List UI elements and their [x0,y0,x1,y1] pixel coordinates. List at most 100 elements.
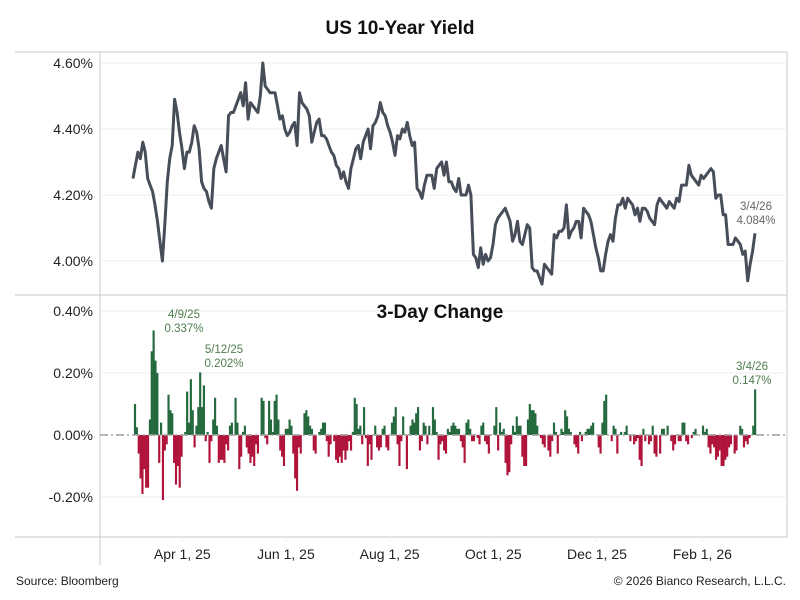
change-bar [471,435,474,442]
change-bar [197,407,200,435]
chart-title: US 10-Year Yield [325,18,475,39]
change-bar [353,397,356,435]
change-bar [493,425,496,435]
change-bar [163,435,166,451]
change-bar [692,431,695,435]
change-bar [543,435,546,448]
change-bar [716,435,719,457]
change-bar [245,435,248,448]
change-bar [459,435,462,442]
change-bar [307,416,310,435]
top-gridlines [100,62,787,262]
change-bar [567,428,570,435]
change-bar [748,435,751,439]
change-bar [312,435,315,451]
change-bar [500,431,503,435]
change-bar [141,435,144,494]
x-tick-labels: Apr 1, 25 Jun 1, 25 Aug 1, 25 Oct 1, 25 Dec … [154,537,732,562]
change-bar [655,435,658,457]
change-bar [204,435,207,442]
change-bar [273,400,276,435]
change-bar [370,435,373,460]
bottom-gridlines [100,310,787,498]
change-bar [146,435,150,488]
change-bar [385,435,388,448]
x-tick-label: Oct 1, 25 [465,546,522,562]
change-bar [478,435,481,445]
top-y-tick-labels: 4.00% 4.20% 4.40% 4.60% [53,55,93,269]
yield-line [131,61,757,286]
change-bar [722,435,725,466]
change-bar [741,428,744,435]
change-bar [653,435,656,454]
change-bar [638,435,641,460]
change-bar [495,407,498,435]
change-bar [463,435,466,463]
change-bar [673,435,677,445]
change-bar [690,435,693,439]
change-bar [523,435,526,466]
change-bar [629,435,632,442]
change-bar [189,379,192,435]
change-bar [398,435,401,466]
change-bar [318,431,321,435]
change-bar [340,435,343,463]
change-bar [601,422,604,435]
change-bar [590,425,593,435]
change-bar [534,413,537,435]
change-bar [256,435,259,454]
change-bar [547,435,550,451]
change-bar [160,422,163,435]
change-bar [476,435,479,439]
copyright-note: © 2026 Bianco Research, L.L.C. [613,574,786,588]
change-bar [541,435,544,445]
change-bar [660,428,664,435]
change-bar [575,435,578,448]
change-bar [173,435,176,463]
change-bar [642,428,645,435]
change-bar [269,419,273,435]
change-bar [502,428,505,435]
change-bar [565,416,569,435]
change-bar [133,404,137,435]
change-bar [359,425,362,435]
change-bar [612,425,615,435]
change-bar [454,425,457,435]
change-bar [191,410,194,435]
change-bar [418,435,422,451]
change-bar [357,428,360,435]
change-bar [539,435,543,439]
change-bar [387,435,390,451]
change-bar [484,435,487,442]
change-bar [167,394,170,435]
change-bar [251,435,254,457]
change-bar [556,435,559,454]
change-bar [672,435,675,451]
change-bar [752,425,755,435]
change-bar [666,425,669,435]
change-bar [368,435,371,445]
bottom-y-tick: 0.20% [53,365,93,381]
change-bar [510,435,513,445]
change-bar [200,407,204,435]
change-bar [176,435,179,466]
change-annotation-value: 0.202% [204,358,243,370]
change-bar [208,435,211,463]
change-bar [457,428,461,435]
change-bar [161,435,165,501]
change-bar [325,435,328,442]
change-bar [562,431,565,435]
change-bar [284,428,287,435]
change-bar [214,397,217,435]
change-bar [292,435,295,454]
change-bar [186,391,189,435]
change-bar [603,400,606,435]
change-bar [592,422,595,435]
change-annotation-date: 3/4/26 [736,361,768,373]
change-bar [156,373,159,435]
change-bar [679,435,682,442]
annotations: 3/4/26 4.084% 4/9/25 0.337%5/12/25 0.202% 3/4… [164,201,775,387]
change-bar [264,435,267,439]
x-tick-label: Aug 1, 25 [360,546,420,562]
